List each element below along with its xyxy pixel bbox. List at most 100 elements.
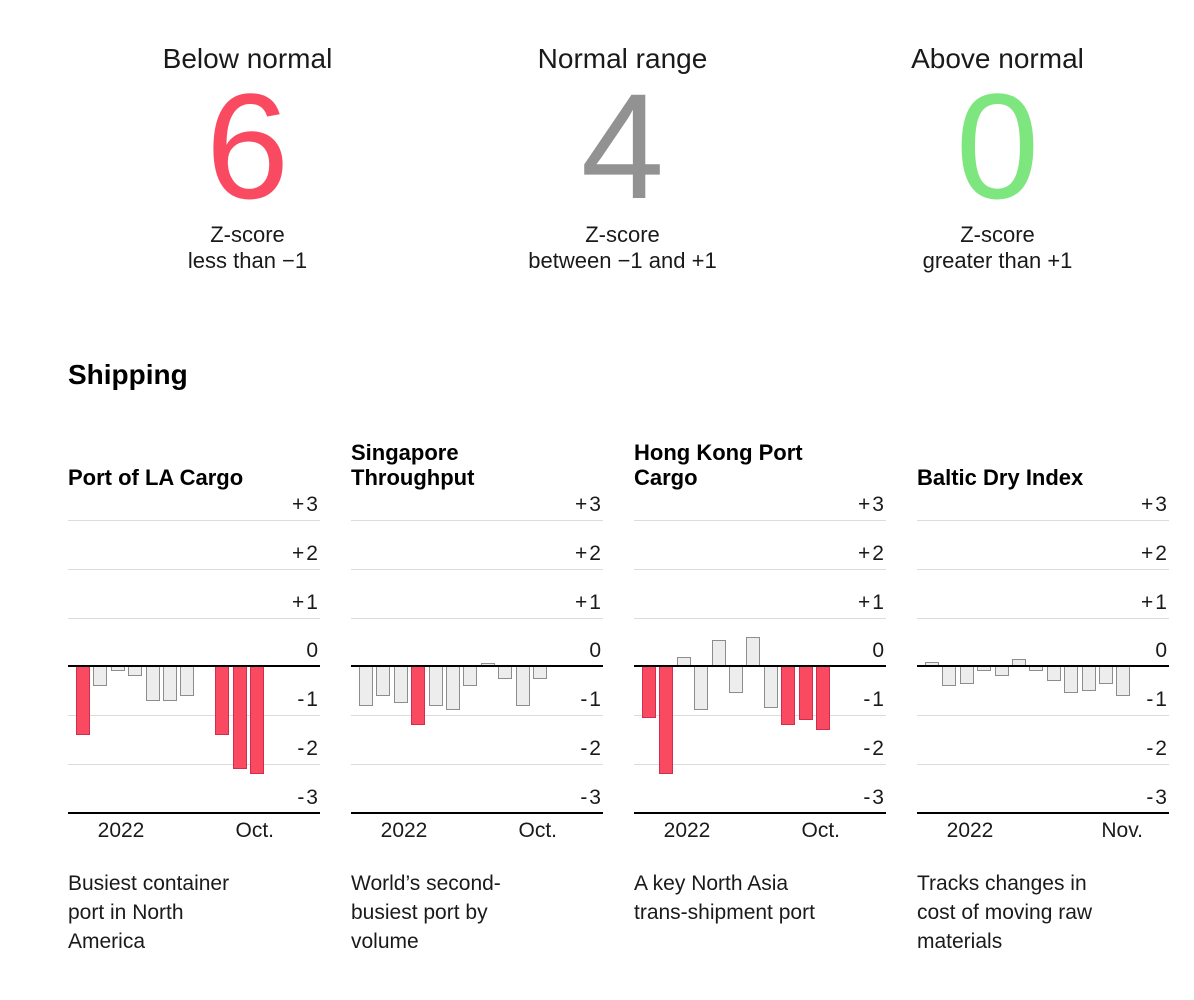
bar xyxy=(942,666,957,687)
y-axis-tick-label: 0 xyxy=(589,639,603,663)
bar xyxy=(76,666,90,735)
bar xyxy=(694,666,709,711)
bar xyxy=(250,666,264,774)
summary-card-above-normal: Above normal 0 Z-score greater than +1 xyxy=(810,42,1185,274)
x-axis-year-label: 2022 xyxy=(380,819,428,842)
x-axis-month-label: Oct. xyxy=(518,819,557,842)
y-axis-tick-label: -3 xyxy=(863,785,886,809)
bar xyxy=(428,666,443,706)
chart-description-line: trans-shipment port xyxy=(634,901,815,924)
bar xyxy=(533,666,547,679)
gridline xyxy=(917,811,1169,814)
x-axis-year-label: 2022 xyxy=(97,819,145,842)
bar xyxy=(798,666,813,721)
chart-description: A key North Asia trans-shipment port xyxy=(634,869,866,927)
chart-description-line: Busiest container xyxy=(68,872,230,895)
gridline xyxy=(68,764,320,766)
chart-title-line: Cargo xyxy=(634,465,698,490)
chart-description-line: A key North Asia xyxy=(634,872,789,895)
gridline xyxy=(917,764,1169,766)
bar xyxy=(1116,666,1131,696)
bar xyxy=(359,666,373,706)
gridline xyxy=(351,520,603,521)
chart-title-line: Throughput xyxy=(351,465,475,490)
chart-description: World’s second-busiest port by volume xyxy=(351,869,583,956)
y-axis-tick-label: 0 xyxy=(306,639,320,663)
y-axis-tick-label: -2 xyxy=(297,737,320,761)
card-value: 0 xyxy=(955,62,1040,230)
bar xyxy=(781,666,796,726)
gridline xyxy=(351,665,603,668)
y-axis-tick-label: -2 xyxy=(1146,737,1169,761)
x-axis-labels: 2022 Oct. xyxy=(68,813,320,849)
y-axis-tick-label: -1 xyxy=(297,688,320,712)
card-title: Above normal xyxy=(911,43,1084,74)
chart-title-line: Baltic Dry Index xyxy=(917,465,1084,490)
bar xyxy=(515,666,530,706)
gridline xyxy=(351,617,603,619)
chart-title-line: Port of LA Cargo xyxy=(68,465,244,490)
bar xyxy=(959,666,974,684)
bar xyxy=(659,666,674,774)
y-axis-tick-label: -3 xyxy=(580,785,603,809)
bar xyxy=(180,666,195,696)
bar xyxy=(729,666,743,694)
gridline xyxy=(68,715,320,717)
bar xyxy=(163,666,177,701)
y-axis-tick-label: +3 xyxy=(575,493,603,516)
chart-plot: +3 +2 +1 0 -1 -2 -3 xyxy=(634,494,886,814)
gridline xyxy=(634,617,886,619)
x-axis-month-label: Oct. xyxy=(801,819,840,842)
y-axis-tick-label: +2 xyxy=(1141,541,1169,565)
bar xyxy=(446,666,460,711)
gridline xyxy=(917,520,1169,521)
bar xyxy=(498,666,513,679)
chart-description-line: America xyxy=(68,930,146,953)
y-axis-tick-label: -2 xyxy=(580,737,603,761)
chart-title: Singapore Throughput xyxy=(351,436,603,490)
bar xyxy=(994,666,1009,677)
chart-description-line: Tracks changes in xyxy=(917,872,1087,895)
y-axis-tick-label: -3 xyxy=(297,785,320,809)
chart-description-line: port in North xyxy=(68,901,184,924)
caption-line: less than −1 xyxy=(187,248,308,273)
gridline xyxy=(634,568,886,570)
bar xyxy=(93,666,108,687)
summary-card-below-normal: Below normal 6 Z-score less than −1 xyxy=(60,42,435,274)
y-axis-tick-label: +3 xyxy=(1141,493,1169,516)
chart-panel: Baltic Dry Index +3 +2 +1 0 -1 -2 -3 2022 Nov. Tra… xyxy=(917,436,1169,956)
y-axis-tick-label: +3 xyxy=(858,493,886,516)
y-axis-tick-label: +2 xyxy=(858,541,886,565)
y-axis-tick-label: +2 xyxy=(292,541,320,565)
card-value: 6 xyxy=(205,62,290,230)
chart-description-line: busiest port by xyxy=(351,901,488,924)
chart-plot: +3 +2 +1 0 -1 -2 -3 xyxy=(68,494,320,814)
x-axis-year-label: 2022 xyxy=(663,819,711,842)
y-axis-tick-label: -2 xyxy=(863,737,886,761)
bar xyxy=(463,666,478,687)
chart-description-line: World’s second- xyxy=(351,872,501,895)
charts-row: Port of LA Cargo +3 +2 +1 0 -1 -2 -3 2022 Oct. Bus… xyxy=(68,436,1194,956)
caption-line: Z-score xyxy=(585,222,660,247)
bar xyxy=(642,666,656,718)
card-caption: Z-score less than −1 xyxy=(60,222,435,274)
chart-plot: +3 +2 +1 0 -1 -2 -3 xyxy=(917,494,1169,814)
y-axis-tick-label: 0 xyxy=(872,639,886,663)
bar xyxy=(1046,666,1061,682)
caption-line: greater than +1 xyxy=(922,248,1073,273)
y-axis-tick-label: -1 xyxy=(863,688,886,712)
gridline xyxy=(68,568,320,570)
chart-title-line: Hong Kong Port xyxy=(634,440,803,465)
gridline xyxy=(351,568,603,570)
chart-title: Port of LA Cargo xyxy=(68,436,320,490)
bar xyxy=(215,666,230,735)
chart-description-line: materials xyxy=(917,930,1003,953)
gridline xyxy=(917,715,1169,717)
gridline xyxy=(351,715,603,717)
gridline xyxy=(634,811,886,814)
y-axis-tick-label: -1 xyxy=(580,688,603,712)
x-axis-year-label: 2022 xyxy=(946,819,994,842)
card-value: 4 xyxy=(580,62,665,230)
summary-row: Below normal 6 Z-score less than −1 Norm… xyxy=(60,0,1194,274)
gridline xyxy=(351,764,603,766)
